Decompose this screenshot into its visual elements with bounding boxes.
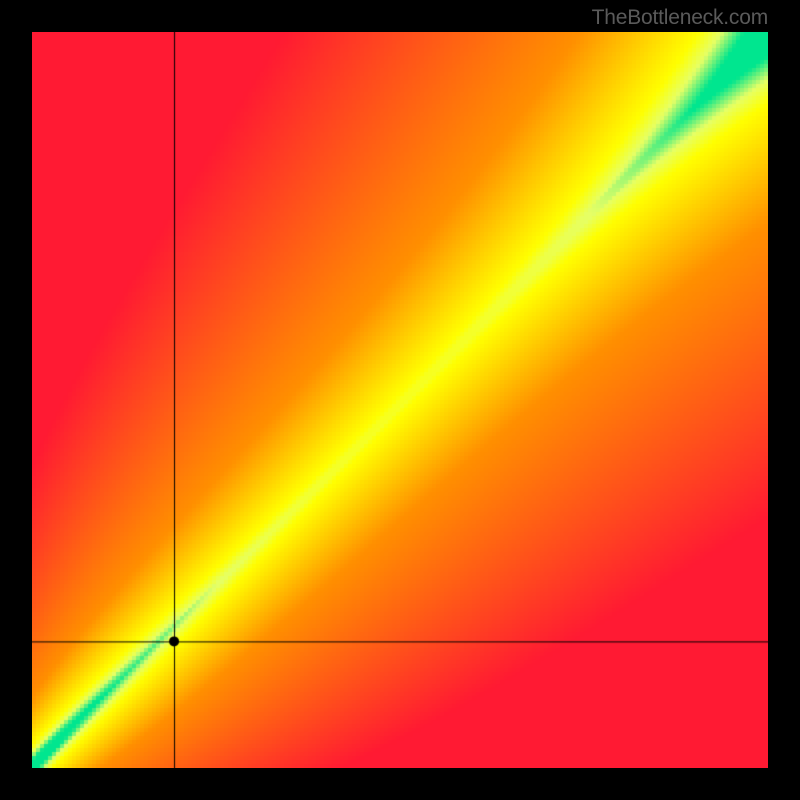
heatmap-canvas (32, 32, 768, 768)
chart-container: TheBottleneck.com (0, 0, 800, 800)
watermark: TheBottleneck.com (592, 6, 768, 30)
